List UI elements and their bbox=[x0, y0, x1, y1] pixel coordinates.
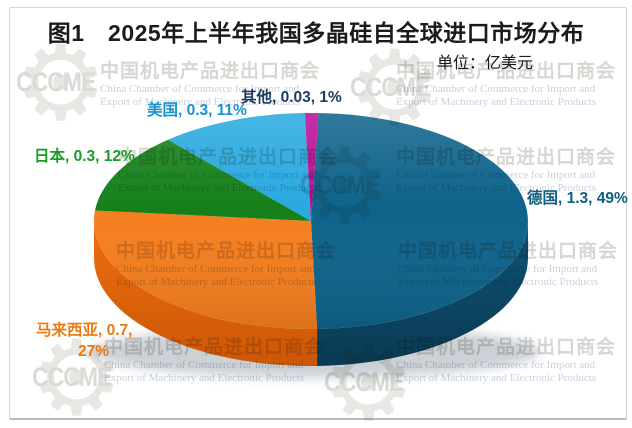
label-malaysia-line2: 27% bbox=[78, 343, 110, 360]
label-malaysia-line1: 马来西亚, 0.7, bbox=[36, 322, 133, 339]
label-germany: 德国, 1.3, 49% bbox=[527, 190, 628, 207]
label-others: 其他, 0.03, 1% bbox=[241, 89, 342, 106]
pie-side-马来西亚 bbox=[94, 221, 318, 367]
label-malaysia: 马来西亚, 0.7, 27% bbox=[36, 320, 132, 362]
label-japan: 日本, 0.3, 12% bbox=[34, 148, 135, 165]
pie-gloss-overlay bbox=[94, 113, 528, 329]
chart-frame-border bbox=[9, 7, 627, 420]
label-usa: 美国, 0.3, 11% bbox=[147, 102, 247, 119]
unit-label: 单位：亿美元 bbox=[437, 55, 534, 72]
pie-side-walls bbox=[94, 221, 528, 367]
chart-title: 图1 2025年上半年我国多晶硅自全球进口市场分布 bbox=[47, 20, 585, 46]
pie-side-德国 bbox=[317, 221, 528, 366]
